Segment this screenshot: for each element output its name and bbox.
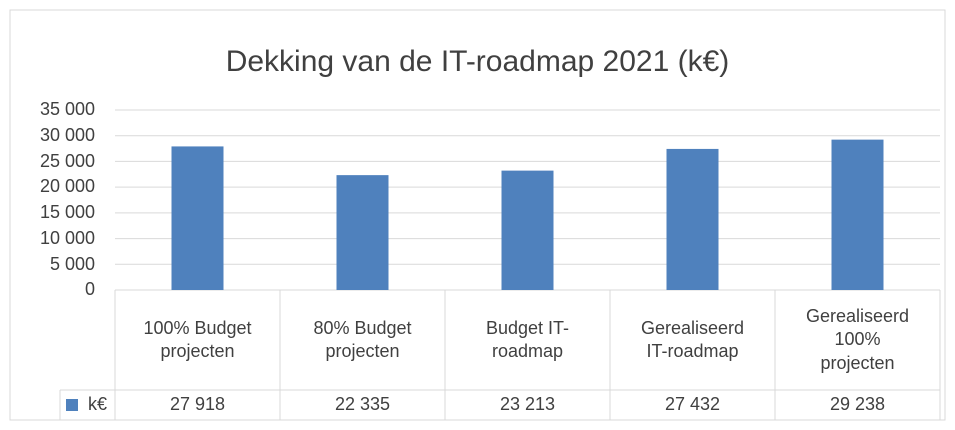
y-tick-label: 25 000 — [39, 150, 95, 171]
legend-swatch — [66, 399, 78, 411]
chart-title: Dekking van de IT-roadmap 2021 (k€) — [225, 44, 730, 78]
y-tick-label: 10 000 — [39, 227, 95, 248]
y-tick-label: 30 000 — [39, 125, 95, 146]
legend-label: k€ — [87, 394, 107, 415]
x-tick-label: Gerealiseerd IT-roadmap — [640, 317, 745, 361]
bar — [336, 175, 389, 290]
bar — [666, 148, 719, 290]
bar — [501, 170, 554, 290]
x-tick-label: 100% Budget projecten — [143, 317, 252, 361]
x-tick-label: Gerealiseerd 100% projecten — [805, 305, 910, 373]
data-label: 27 432 — [664, 394, 721, 415]
x-tick-label: 80% Budget projecten — [313, 317, 412, 361]
y-tick-label: 20 000 — [39, 176, 95, 197]
data-label: 23 213 — [499, 394, 556, 415]
y-tick-label: 5 000 — [49, 253, 95, 274]
data-label: 22 335 — [334, 394, 391, 415]
bar — [171, 146, 224, 290]
data-label: 29 238 — [829, 394, 886, 415]
bar — [831, 139, 884, 290]
y-tick-label: 35 000 — [39, 99, 95, 120]
y-tick-label: 0 — [84, 279, 95, 300]
x-tick-label: Budget IT-roadmap — [485, 317, 570, 361]
y-tick-label: 15 000 — [39, 202, 95, 223]
data-label: 27 918 — [169, 394, 226, 415]
